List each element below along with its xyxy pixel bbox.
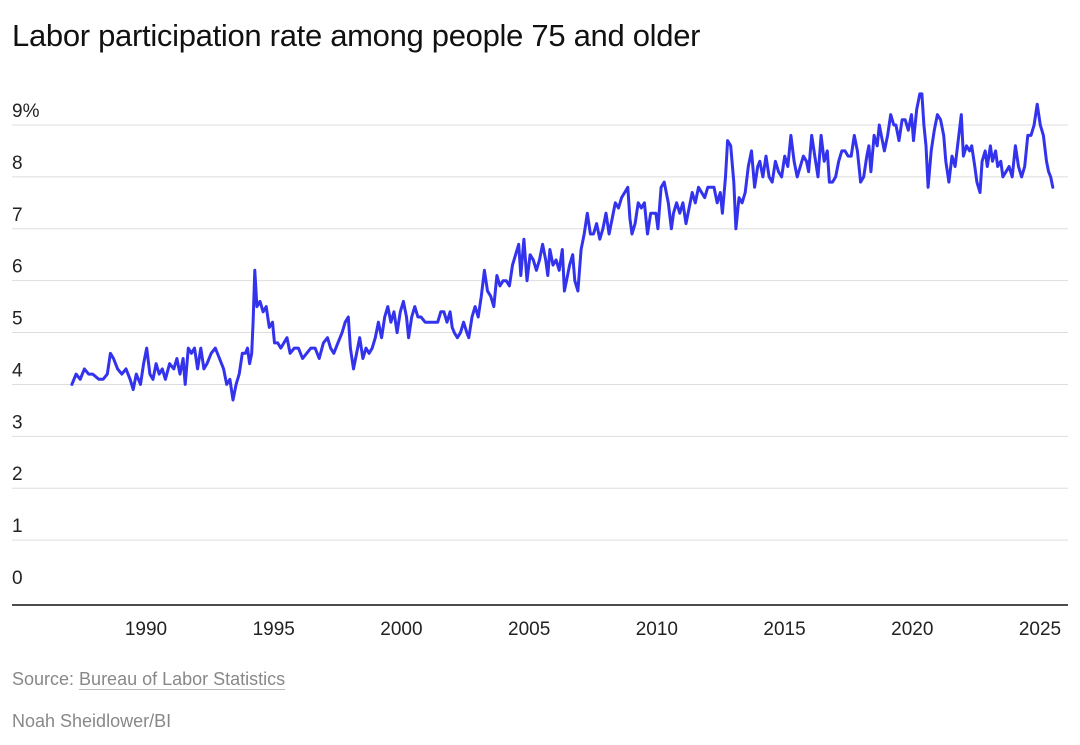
x-tick-label: 1995 [253,619,295,640]
grid-layer [12,124,1068,541]
x-tick-label: 2020 [891,619,933,640]
y-tick-label: 0 [12,568,23,589]
y-tick-label: 1 [12,516,23,537]
x-tick-label: 1990 [125,619,167,640]
byline: Noah Sheidlower/BI [12,711,172,731]
x-axis-ticks: 1990 1995 2000 2005 2010 2015 2020 2025 [125,619,1061,640]
series-line [70,92,1055,402]
y-tick-label: 8 [12,153,23,174]
y-tick-label: 6 [12,257,23,278]
series-layer [70,92,1055,402]
source-link[interactable]: Bureau of Labor Statistics [79,669,286,689]
source-prefix: Source: [12,669,80,689]
x-tick-label: 2025 [1019,619,1061,640]
y-tick-label: 5 [12,309,23,330]
x-tick-label: 2015 [763,619,805,640]
chart-title: Labor participation rate among people 75… [12,18,701,53]
x-tick-label: 2005 [508,619,550,640]
y-tick-label: 4 [12,360,23,381]
y-axis-ticks: 9% 8 7 6 5 4 3 2 1 0 [12,101,40,589]
y-tick-label: 2 [12,464,23,485]
y-tick-label: 9% [12,101,40,122]
line-chart: 9% 8 7 6 5 4 3 2 1 0 1990 1995 2000 2005 2010 2015 2020… [12,92,1068,640]
y-tick-label: 7 [12,205,23,226]
x-tick-label: 2000 [380,619,422,640]
y-tick-label: 3 [12,412,23,433]
x-tick-label: 2010 [636,619,678,640]
source-note: Source: Bureau of Labor Statistics [12,669,285,690]
